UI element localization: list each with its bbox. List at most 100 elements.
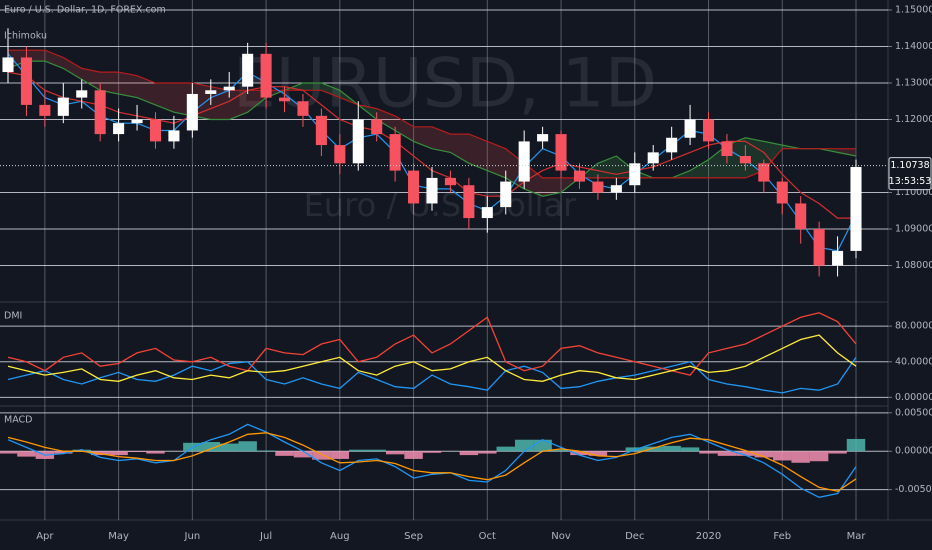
candle-body bbox=[334, 145, 346, 164]
histogram-bar bbox=[127, 451, 147, 453]
x-tick-label: Nov bbox=[551, 531, 571, 542]
candle-body bbox=[444, 177, 456, 186]
candle-body bbox=[278, 97, 291, 102]
candle-body bbox=[647, 152, 659, 164]
y-tick-label: 40.00000 bbox=[895, 356, 932, 367]
candle-body bbox=[573, 170, 586, 182]
candle-body bbox=[481, 207, 493, 219]
candle-body bbox=[168, 130, 180, 142]
candle-body bbox=[131, 119, 143, 124]
last-price-box bbox=[888, 157, 932, 191]
x-tick-label: 2020 bbox=[696, 531, 721, 542]
histogram-bar bbox=[312, 451, 331, 460]
ichimoku-line bbox=[8, 49, 856, 179]
ichimoku-cloud bbox=[137, 75, 156, 105]
histogram-bar bbox=[275, 451, 294, 456]
candle-body bbox=[610, 185, 622, 193]
y-tick-label: 1.09000 bbox=[895, 224, 932, 235]
x-tick-label: May bbox=[108, 531, 129, 542]
ichimoku-cloud bbox=[468, 134, 488, 171]
x-tick-label: Oct bbox=[479, 531, 496, 542]
y-tick-label: 80.00000 bbox=[895, 321, 932, 332]
candle-body bbox=[555, 134, 567, 171]
candle-body bbox=[795, 203, 807, 230]
ichimoku-cloud bbox=[395, 115, 414, 142]
indicator-line bbox=[7, 432, 857, 492]
candle-body bbox=[352, 119, 364, 164]
ichimoku-cloud bbox=[210, 86, 230, 120]
candle-body bbox=[592, 181, 604, 193]
indicator-line bbox=[7, 423, 857, 498]
candle-body bbox=[2, 57, 14, 73]
histogram-bar bbox=[385, 451, 405, 455]
ichimoku-cloud bbox=[302, 83, 322, 91]
candle-body bbox=[463, 185, 475, 219]
candle-body bbox=[94, 90, 106, 135]
histogram-bar bbox=[607, 451, 626, 453]
candle-body bbox=[371, 119, 383, 135]
ichimoku-cloud bbox=[118, 72, 138, 98]
ichimoku-cloud bbox=[100, 72, 119, 94]
ichimoku-cloud bbox=[542, 177, 562, 197]
histogram-bar bbox=[699, 451, 718, 454]
x-tick-label: Jun bbox=[184, 531, 201, 542]
histogram-bar bbox=[17, 451, 36, 457]
y-tick-label: 0.00000 bbox=[895, 392, 932, 403]
x-tick-label: Mar bbox=[847, 531, 867, 542]
candle-body bbox=[260, 53, 272, 98]
candle-body bbox=[850, 166, 862, 251]
ichimoku-cloud bbox=[432, 126, 451, 153]
y-tick-label: 1.10000 bbox=[895, 187, 932, 198]
candle-body bbox=[813, 229, 825, 266]
watermark: EURUSD, 1D bbox=[233, 45, 657, 124]
histogram-bar bbox=[349, 449, 368, 452]
candle-body bbox=[721, 141, 733, 157]
pane-title: MACD bbox=[4, 415, 32, 426]
x-tick-label: Sep bbox=[404, 531, 423, 542]
candle-body bbox=[186, 93, 198, 131]
ichimoku-cloud bbox=[321, 83, 340, 98]
y-tick-label: 1.14000 bbox=[895, 41, 932, 52]
last-price-label: 1.10738 bbox=[890, 160, 929, 171]
histogram-bar bbox=[238, 441, 257, 452]
ichimoku-cloud bbox=[597, 156, 617, 178]
y-tick-label: 1.12000 bbox=[895, 114, 932, 125]
histogram-bar bbox=[459, 451, 479, 456]
candle-body bbox=[702, 119, 715, 142]
candle-body bbox=[776, 181, 788, 204]
x-tick-label: Jul bbox=[259, 531, 272, 542]
y-tick-label: 1.13000 bbox=[895, 78, 932, 89]
histogram-bar bbox=[551, 449, 571, 452]
y-tick-label: 1.08000 bbox=[895, 260, 932, 271]
x-tick-label: Aug bbox=[330, 531, 350, 542]
candle-body bbox=[739, 156, 751, 164]
candle-body bbox=[389, 134, 401, 171]
candle-body bbox=[537, 134, 549, 142]
histogram-bar bbox=[478, 451, 497, 454]
candle-body bbox=[408, 170, 420, 204]
indicator-line bbox=[7, 334, 857, 382]
histogram-bar bbox=[514, 439, 534, 452]
histogram-bar bbox=[72, 449, 91, 452]
histogram-bar bbox=[54, 451, 73, 454]
candle-body bbox=[500, 181, 512, 208]
histogram-bar bbox=[0, 451, 18, 454]
histogram-bar bbox=[367, 449, 386, 452]
histogram-bar bbox=[293, 451, 313, 458]
histogram-bar bbox=[496, 446, 515, 452]
x-tick-label: Dec bbox=[625, 531, 644, 542]
histogram-bar bbox=[256, 450, 276, 452]
histogram-bar bbox=[828, 451, 847, 454]
candle-body bbox=[57, 97, 69, 116]
countdown-label: 13:53:53 bbox=[889, 176, 932, 187]
ichimoku-cloud bbox=[81, 68, 101, 91]
histogram-bar bbox=[662, 445, 681, 452]
ichimoku-cloud bbox=[44, 50, 64, 69]
candle-body bbox=[426, 177, 438, 204]
histogram-bar bbox=[588, 451, 608, 456]
histogram-bar bbox=[146, 451, 165, 454]
y-tick-label: 0.00500 bbox=[895, 407, 932, 418]
candle-body bbox=[242, 53, 254, 87]
